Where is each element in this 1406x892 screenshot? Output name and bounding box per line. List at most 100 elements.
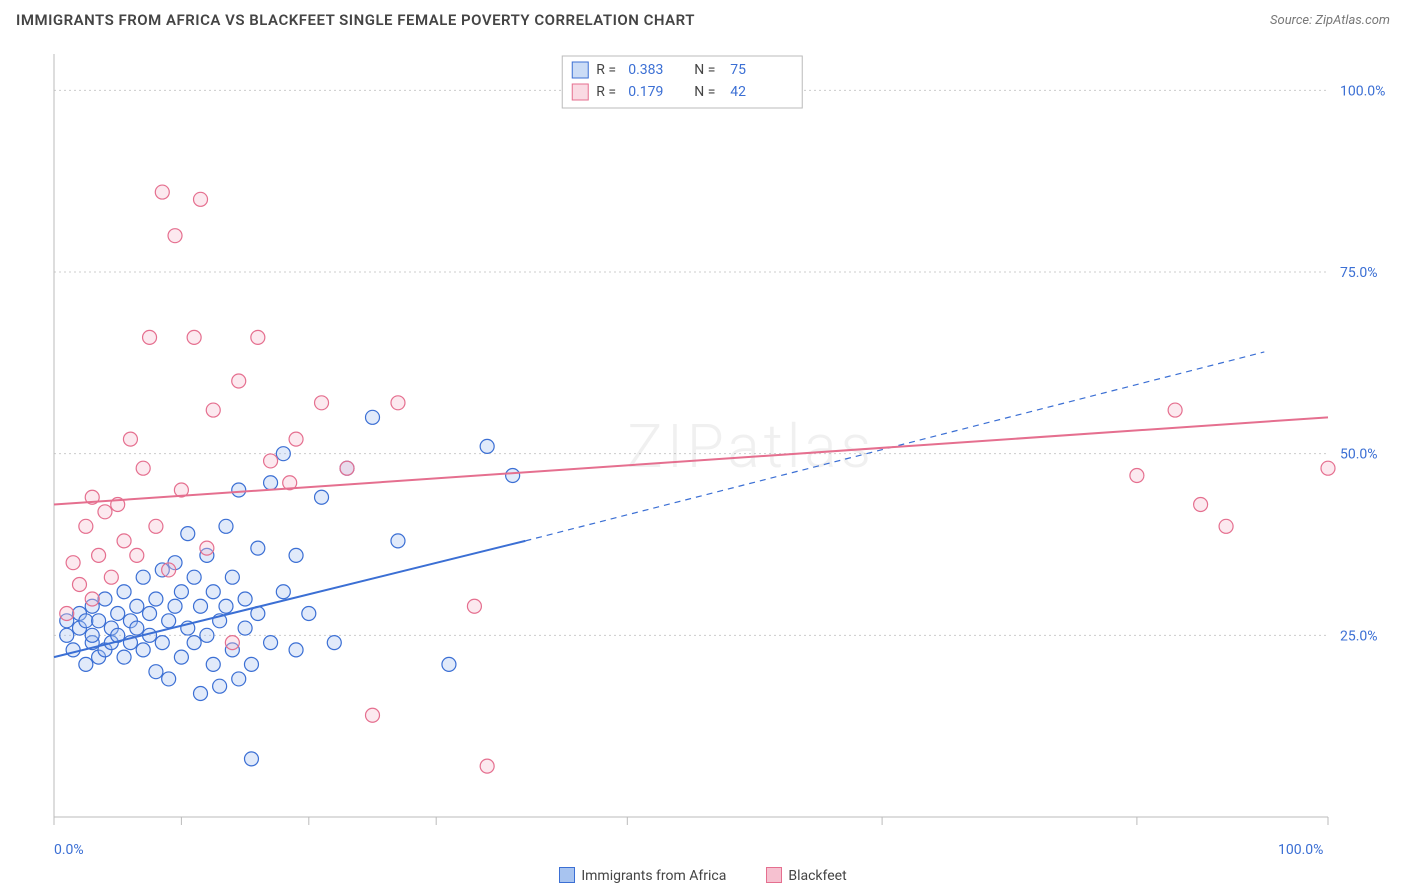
scatter-point	[174, 650, 188, 664]
scatter-point	[123, 432, 137, 446]
scatter-point	[442, 657, 456, 671]
scatter-point	[264, 636, 278, 650]
source-attribution: Source: ZipAtlas.com	[1270, 13, 1390, 28]
scatter-point	[315, 396, 329, 410]
scatter-point	[219, 599, 233, 613]
scatter-point	[143, 330, 157, 344]
scatter-point	[244, 752, 258, 766]
scatter-point	[143, 607, 157, 621]
scatter-point	[117, 534, 131, 548]
scatter-point	[219, 519, 233, 533]
stats-r-label: R =	[596, 84, 616, 100]
scatter-point	[1168, 403, 1182, 417]
scatter-point	[136, 461, 150, 475]
legend-label: Immigrants from Africa	[581, 868, 726, 884]
scatter-point	[391, 534, 405, 548]
scatter-point	[467, 599, 481, 613]
scatter-point	[66, 643, 80, 657]
scatter-point	[92, 548, 106, 562]
scatter-point	[327, 636, 341, 650]
scatter-point	[155, 185, 169, 199]
scatter-point	[92, 614, 106, 628]
scatter-point	[276, 585, 290, 599]
scatter-point	[1321, 461, 1335, 475]
scatter-point	[200, 541, 214, 555]
y-tick-label: 75.0%	[1340, 265, 1378, 281]
scatter-point	[66, 556, 80, 570]
scatter-point	[1194, 498, 1208, 512]
scatter-point	[213, 679, 227, 693]
scatter-point	[194, 192, 208, 206]
scatter-point	[168, 229, 182, 243]
scatter-point	[264, 476, 278, 490]
legend-swatch	[766, 867, 782, 883]
scatter-point	[162, 614, 176, 628]
scatter-point	[289, 548, 303, 562]
scatter-point	[194, 686, 208, 700]
scatter-point	[60, 628, 74, 642]
scatter-point	[98, 505, 112, 519]
scatter-point	[232, 483, 246, 497]
scatter-point	[130, 599, 144, 613]
scatter-point	[162, 672, 176, 686]
legend-item: Immigrants from Africa	[559, 867, 726, 884]
scatter-point	[98, 592, 112, 606]
legend-item: Blackfeet	[766, 867, 846, 884]
scatter-point	[155, 636, 169, 650]
scatter-point	[506, 468, 520, 482]
scatter-point	[289, 643, 303, 657]
title-bar: IMMIGRANTS FROM AFRICA VS BLACKFEET SING…	[0, 0, 1406, 40]
legend-swatch	[559, 867, 575, 883]
scatter-point	[149, 665, 163, 679]
scatter-point	[117, 650, 131, 664]
scatter-point	[187, 570, 201, 584]
scatter-point	[181, 527, 195, 541]
scatter-point	[276, 447, 290, 461]
stats-n-label: N =	[694, 62, 715, 78]
scatter-point	[111, 607, 125, 621]
scatter-point	[72, 577, 86, 591]
scatter-point	[130, 548, 144, 562]
scatter-point	[232, 374, 246, 388]
bottom-legend: Immigrants from Africa Blackfeet	[0, 867, 1406, 884]
stats-n-label: N =	[694, 84, 715, 100]
scatter-point	[149, 519, 163, 533]
x-tick-label: 100.0%	[1278, 842, 1323, 858]
stats-r-value: 0.383	[628, 62, 663, 78]
scatter-point	[480, 759, 494, 773]
y-tick-label: 100.0%	[1340, 83, 1385, 99]
x-tick-label: 0.0%	[54, 842, 84, 858]
scatter-point	[1130, 468, 1144, 482]
scatter-point	[480, 439, 494, 453]
scatter-point	[340, 461, 354, 475]
scatter-point	[238, 621, 252, 635]
scatter-point	[149, 592, 163, 606]
scatter-point	[366, 708, 380, 722]
chart-title: IMMIGRANTS FROM AFRICA VS BLACKFEET SING…	[16, 11, 695, 29]
stats-n-value: 75	[730, 62, 746, 78]
scatter-point	[187, 330, 201, 344]
scatter-point	[130, 621, 144, 635]
scatter-point	[136, 643, 150, 657]
stats-n-value: 42	[730, 84, 746, 100]
scatter-point	[315, 490, 329, 504]
scatter-point	[366, 410, 380, 424]
scatter-point	[174, 585, 188, 599]
scatter-point	[251, 541, 265, 555]
scatter-point	[251, 330, 265, 344]
scatter-point	[168, 599, 182, 613]
scatter-point	[104, 570, 118, 584]
scatter-point	[206, 657, 220, 671]
scatter-point	[206, 585, 220, 599]
scatter-point	[225, 570, 239, 584]
scatter-point	[1219, 519, 1233, 533]
stats-swatch	[572, 62, 588, 78]
watermark: ZIPatlas	[627, 411, 875, 482]
scatter-point	[194, 599, 208, 613]
scatter-chart: 25.0%50.0%75.0%100.0%ZIPatlasR =0.383N =…	[50, 50, 1398, 837]
scatter-point	[187, 636, 201, 650]
scatter-point	[244, 657, 258, 671]
stats-r-label: R =	[596, 62, 616, 78]
x-tick-labels: 0.0% 100.0%	[50, 842, 1398, 862]
scatter-point	[85, 592, 99, 606]
